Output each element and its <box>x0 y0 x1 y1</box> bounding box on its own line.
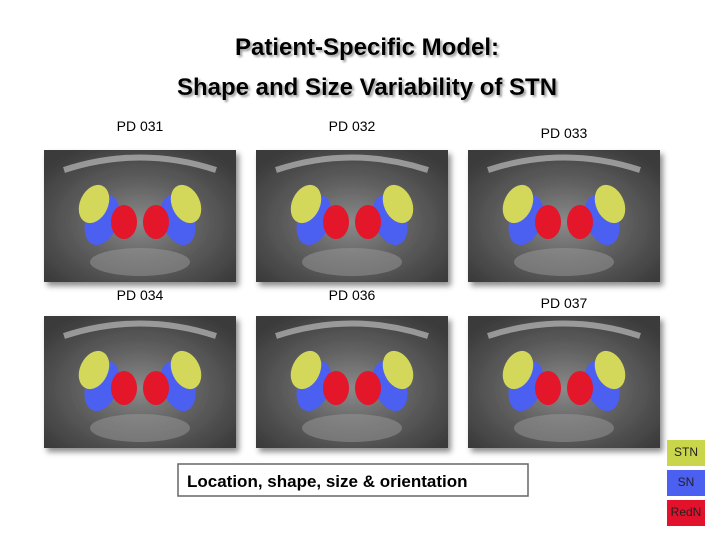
caption-box <box>177 463 529 497</box>
mri-structure <box>90 248 190 276</box>
mri-structure <box>275 154 429 173</box>
panel-label: PD 031 <box>117 118 164 134</box>
redn-region <box>323 205 349 239</box>
redn-region <box>323 371 349 405</box>
mri-image <box>256 150 448 282</box>
legend-label: STN <box>674 445 698 459</box>
stn-region <box>290 350 322 390</box>
redn-region <box>535 205 561 239</box>
mri-image <box>44 316 236 448</box>
mri-structure <box>63 154 217 173</box>
panel-label: PD 032 <box>329 118 376 134</box>
redn-region <box>567 371 593 405</box>
legend-label: SN <box>678 475 695 489</box>
redn-region <box>355 205 381 239</box>
stn-region <box>594 184 626 224</box>
panel-label: PD 034 <box>117 287 164 303</box>
panel-label: PD 037 <box>541 295 588 311</box>
legend-label: RedN <box>671 505 702 519</box>
mri-structure <box>487 320 641 339</box>
redn-region <box>111 205 137 239</box>
mri-structure <box>63 320 217 339</box>
redn-region <box>535 371 561 405</box>
stn-region <box>290 184 322 224</box>
stn-region <box>78 350 110 390</box>
panels: PD 031 PD 032 PD 033 PD 034 PD 036 PD 037 <box>44 118 660 448</box>
caption: Location, shape, size & orientation <box>187 472 468 491</box>
legend-swatch <box>667 470 705 496</box>
stn-region <box>594 350 626 390</box>
redn-region <box>567 205 593 239</box>
stn-region <box>502 184 534 224</box>
redn-region <box>143 371 169 405</box>
title-line: Shape and Size Variability of STN <box>177 74 557 101</box>
mri-image <box>468 316 660 448</box>
redn-region <box>111 371 137 405</box>
stn-region <box>170 350 202 390</box>
stn-region <box>382 184 414 224</box>
mri-structure <box>302 248 402 276</box>
stn-region <box>170 184 202 224</box>
stn-region <box>502 350 534 390</box>
stn-region <box>78 184 110 224</box>
title-line: Patient-Specific Model: <box>235 34 499 61</box>
mri-structure <box>514 248 614 276</box>
legend-swatch <box>667 440 705 466</box>
mri-structure <box>514 414 614 442</box>
legend: STN SN RedN <box>667 440 705 526</box>
stn-region <box>382 350 414 390</box>
redn-region <box>355 371 381 405</box>
redn-region <box>143 205 169 239</box>
mri-structure <box>302 414 402 442</box>
mri-structure <box>275 320 429 339</box>
panel-label: PD 036 <box>329 287 376 303</box>
mri-image <box>256 316 448 448</box>
legend-swatch <box>667 500 705 526</box>
mri-structure <box>487 154 641 173</box>
mri-structure <box>90 414 190 442</box>
mri-image <box>44 150 236 282</box>
panel-label: PD 033 <box>541 125 588 141</box>
mri-image <box>468 150 660 282</box>
